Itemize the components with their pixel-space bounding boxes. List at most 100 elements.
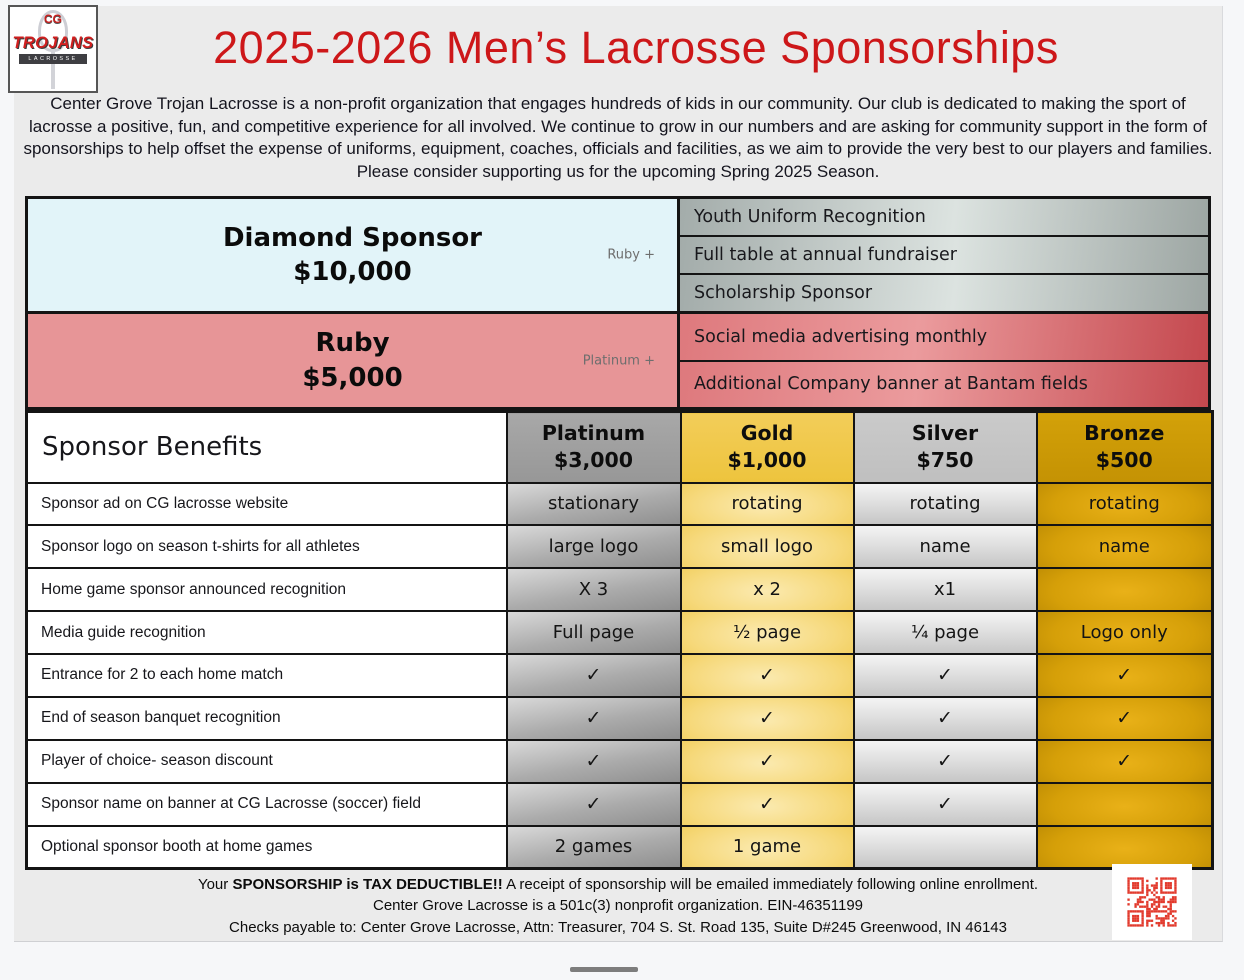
benefit-value-silver: x1 bbox=[852, 567, 1038, 613]
tier-header-silver: Silver $750 bbox=[852, 410, 1038, 484]
benefit-check-silver: ✓ bbox=[852, 738, 1038, 784]
benefit-value-platinum: stationary bbox=[505, 481, 682, 527]
benefit-row: End of season banquet recognition ✓ ✓ ✓ … bbox=[25, 695, 1214, 741]
tier-price: $750 bbox=[916, 448, 974, 473]
tier-price: $500 bbox=[1095, 448, 1153, 473]
benefit-value-bronze: rotating bbox=[1035, 481, 1214, 527]
diamond-includes-label: Ruby + bbox=[607, 247, 655, 263]
diamond-tier-cell: Diamond Sponsor $10,000 Ruby + bbox=[28, 199, 680, 311]
benefit-value-platinum: large logo bbox=[505, 524, 682, 570]
benefits-header-row: Sponsor Benefits Platinum $3,000 Gold $1… bbox=[25, 410, 1214, 484]
qr-code-icon bbox=[1127, 877, 1177, 927]
benefit-check-platinum: ✓ bbox=[505, 695, 682, 741]
benefit-check-gold: ✓ bbox=[679, 781, 855, 827]
tier-name: Silver bbox=[911, 421, 979, 446]
benefit-row: Sponsor logo on season t-shirts for all … bbox=[25, 524, 1214, 570]
benefit-value-gold: ½ page bbox=[679, 610, 855, 655]
benefit-value-gold: 1 game bbox=[679, 824, 855, 870]
benefit-value-platinum: 2 games bbox=[505, 824, 682, 870]
diamond-tier-name: Diamond Sponsor bbox=[222, 222, 483, 253]
benefit-check-silver: ✓ bbox=[852, 781, 1038, 827]
benefit-check-gold: ✓ bbox=[679, 695, 855, 741]
diamond-benefit-item: Youth Uniform Recognition bbox=[680, 199, 1208, 237]
benefit-value-bronze bbox=[1035, 824, 1214, 870]
ruby-includes-label: Platinum + bbox=[582, 353, 655, 368]
flyer-document: 2025-2026 Men’s Lacrosse Sponsorships Ce… bbox=[14, 6, 1223, 942]
benefit-label: Media guide recognition bbox=[25, 610, 508, 655]
footer-text: Your bbox=[197, 876, 233, 893]
diamond-benefits-list: Youth Uniform Recognition Full table at … bbox=[680, 199, 1208, 311]
tier-name: Bronze bbox=[1084, 421, 1165, 446]
tier-name: Platinum bbox=[541, 421, 646, 446]
benefit-check-silver: ✓ bbox=[852, 653, 1038, 698]
benefit-check-bronze: ✓ bbox=[1035, 738, 1214, 784]
benefit-value-silver: ¼ page bbox=[852, 610, 1038, 655]
ruby-benefit-item: Social media advertising monthly bbox=[680, 314, 1208, 362]
benefit-value-bronze bbox=[1035, 781, 1214, 827]
benefit-row: Media guide recognition Full page ½ page… bbox=[25, 610, 1214, 655]
diamond-tier-row: Diamond Sponsor $10,000 Ruby + Youth Uni… bbox=[28, 199, 1208, 311]
footer-line-3: Checks payable to: Center Grove Lacrosse… bbox=[229, 918, 1007, 936]
footer-text: A receipt of sponsorship will be emailed… bbox=[502, 876, 1039, 893]
benefit-label: Entrance for 2 to each home match bbox=[25, 653, 508, 698]
footer-line-1: Your SPONSORSHIP is TAX DEDUCTIBLE!! A r… bbox=[14, 874, 1222, 895]
benefit-value-silver: name bbox=[852, 524, 1038, 570]
benefit-check-platinum: ✓ bbox=[505, 738, 682, 784]
scroll-handle[interactable] bbox=[570, 967, 638, 972]
benefit-label: Home game sponsor announced recognition bbox=[25, 567, 508, 613]
logo-sport-name: LACROSSE bbox=[19, 54, 87, 64]
logo-team-name: TROJANS bbox=[12, 34, 94, 52]
tier-header-platinum: Platinum $3,000 bbox=[505, 410, 682, 484]
benefit-check-gold: ✓ bbox=[679, 653, 855, 698]
benefit-check-platinum: ✓ bbox=[505, 653, 682, 698]
benefit-value-silver: rotating bbox=[852, 481, 1038, 527]
benefit-row: Player of choice- season discount ✓ ✓ ✓ … bbox=[25, 738, 1214, 784]
benefit-row: Sponsor name on banner at CG Lacrosse (s… bbox=[25, 781, 1214, 827]
benefit-row: Sponsor ad on CG lacrosse website statio… bbox=[25, 481, 1214, 527]
qr-code bbox=[1112, 864, 1192, 940]
tier-header-gold: Gold $1,000 bbox=[679, 410, 855, 484]
team-logo: CG TROJANS LACROSSE bbox=[8, 5, 98, 93]
benefit-value-platinum: X 3 bbox=[505, 567, 682, 613]
benefit-value-silver bbox=[852, 824, 1038, 870]
benefit-row: Optional sponsor booth at home games 2 g… bbox=[25, 824, 1214, 870]
footer-bold-text: SPONSORSHIP is TAX DEDUCTIBLE!! bbox=[232, 876, 503, 893]
benefit-value-bronze: Logo only bbox=[1035, 610, 1214, 655]
ruby-tier-price: $5,000 bbox=[302, 362, 403, 393]
benefit-check-gold: ✓ bbox=[679, 738, 855, 784]
ruby-benefit-item: Additional Company banner at Bantam fiel… bbox=[680, 361, 1208, 407]
page-title: 2025-2026 Men’s Lacrosse Sponsorships bbox=[213, 22, 1059, 73]
benefit-value-gold: x 2 bbox=[679, 567, 855, 613]
benefit-value-gold: rotating bbox=[679, 481, 855, 527]
ruby-tier-name: Ruby bbox=[315, 328, 390, 359]
benefit-check-bronze: ✓ bbox=[1035, 695, 1214, 741]
diamond-benefit-item: Scholarship Sponsor bbox=[680, 275, 1208, 311]
benefit-label: Sponsor name on banner at CG Lacrosse (s… bbox=[25, 781, 508, 827]
benefit-row: Entrance for 2 to each home match ✓ ✓ ✓ … bbox=[25, 653, 1214, 698]
footer-line-2: Center Grove Lacrosse is a 501c(3) nonpr… bbox=[373, 897, 863, 915]
benefit-value-gold: small logo bbox=[679, 524, 855, 570]
tier-header-bronze: Bronze $500 bbox=[1035, 410, 1214, 484]
benefit-label: Sponsor ad on CG lacrosse website bbox=[25, 481, 508, 527]
benefit-value-bronze bbox=[1035, 567, 1214, 613]
ruby-tier-cell: Ruby $5,000 Platinum + bbox=[28, 314, 680, 407]
benefit-label: Sponsor logo on season t-shirts for all … bbox=[25, 524, 508, 570]
benefit-value-bronze: name bbox=[1035, 524, 1214, 570]
premium-tier-section: Diamond Sponsor $10,000 Ruby + Youth Uni… bbox=[25, 196, 1211, 410]
intro-paragraph: Center Grove Trojan Lacrosse is a non-pr… bbox=[23, 94, 1213, 181]
benefit-check-silver: ✓ bbox=[852, 695, 1038, 741]
benefit-label: Player of choice- season discount bbox=[25, 738, 508, 784]
diamond-benefit-item: Full table at annual fundraiser bbox=[680, 237, 1208, 275]
ruby-benefits-list: Social media advertising monthly Additio… bbox=[680, 314, 1208, 407]
footer-note: Your SPONSORSHIP is TAX DEDUCTIBLE!! A r… bbox=[14, 874, 1222, 938]
ruby-tier-row: Ruby $5,000 Platinum + Social media adve… bbox=[28, 311, 1208, 407]
tier-name: Gold bbox=[740, 421, 794, 446]
diamond-tier-price: $10,000 bbox=[293, 257, 412, 287]
tier-price: $3,000 bbox=[553, 448, 634, 473]
logo-monogram: CG bbox=[44, 12, 62, 26]
benefits-table: Sponsor Benefits Platinum $3,000 Gold $1… bbox=[25, 410, 1214, 870]
benefits-header: Sponsor Benefits bbox=[25, 410, 508, 484]
benefit-row: Home game sponsor announced recognition … bbox=[25, 567, 1214, 613]
benefit-value-platinum: Full page bbox=[505, 610, 682, 655]
